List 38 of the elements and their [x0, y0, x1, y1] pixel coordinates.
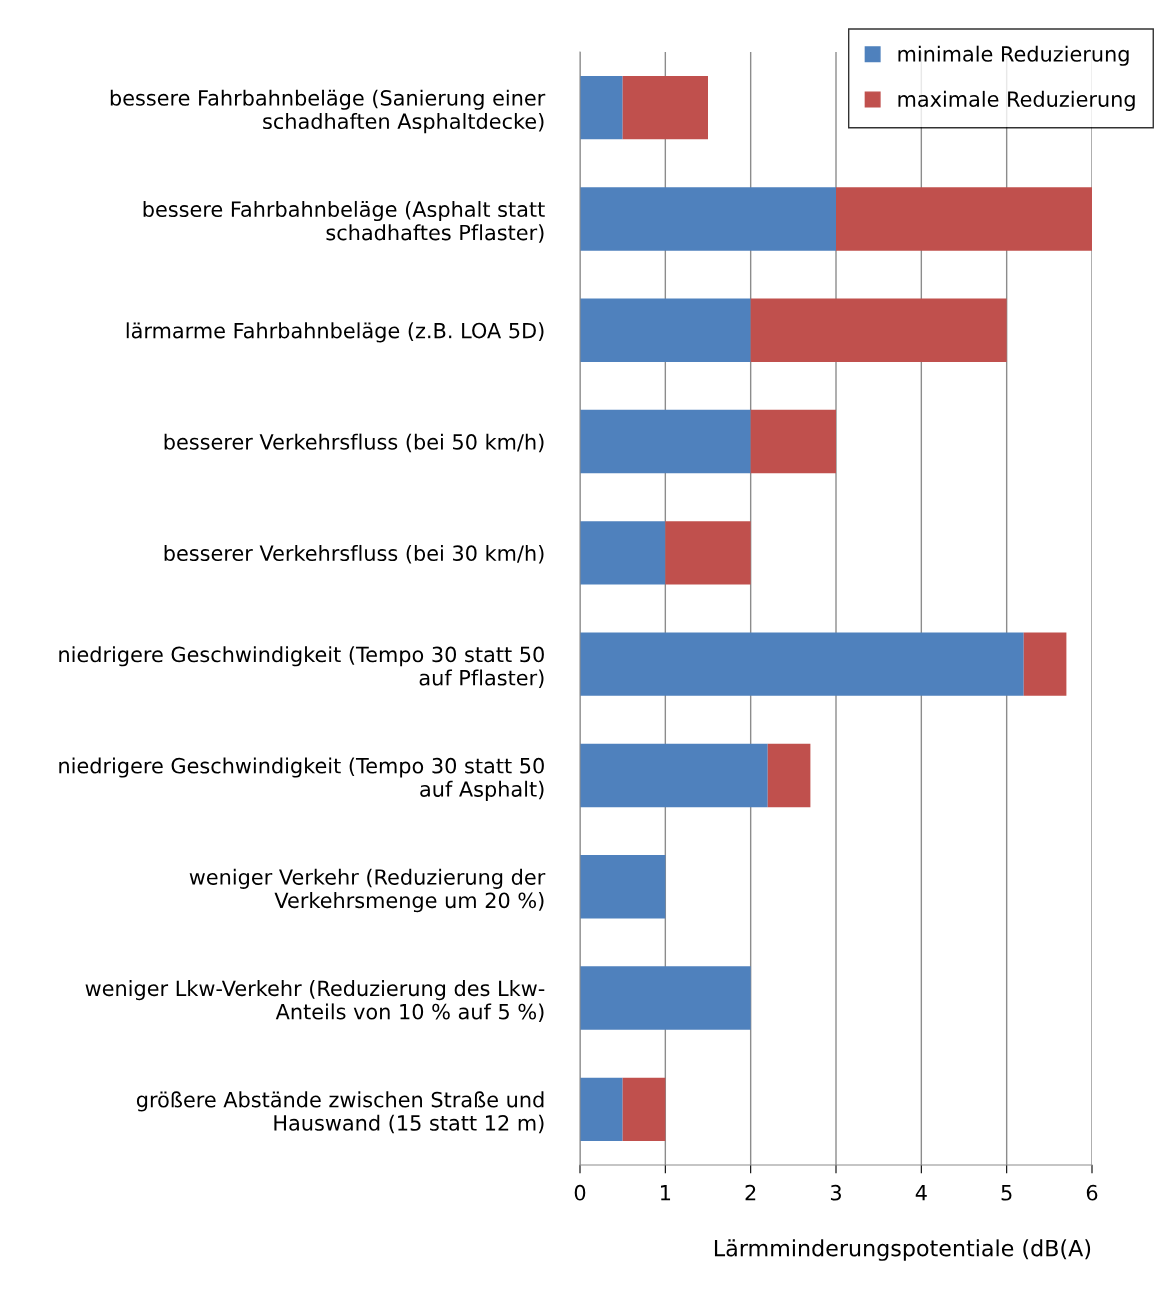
bar — [580, 521, 666, 585]
x-tick-label: 6 — [1086, 1184, 1098, 1201]
x-tick-label: 5 — [1001, 1185, 1012, 1201]
x-tick-label: 4 — [915, 1185, 927, 1201]
bar — [580, 743, 768, 808]
y-tick-label: bessere Fahrbahnbeläge (Asphalt statt schadhaftes Pflaster) — [143, 200, 545, 243]
bar — [767, 743, 811, 808]
x-tick-label: 1 — [660, 1185, 671, 1201]
legend-label: minimale Reduzierung — [898, 45, 1129, 66]
y-tick-label: weniger Lkw-Verkehr (Reduzierung des Lkw- Anteils von 10 % auf 5 %) — [85, 980, 545, 1022]
legend-label: maximale Reduzierung — [898, 90, 1135, 112]
y-tick-label: besserer Verkehrsfluss (bei 50 km/h) — [164, 433, 544, 453]
y-tick-label: besserer Verkehrsfluss (bei 30 km/h) — [164, 544, 544, 564]
x-tick-label: 3 — [830, 1184, 841, 1201]
bar — [622, 75, 708, 140]
bar — [750, 409, 836, 474]
x-tick-label: 0 — [574, 1184, 586, 1201]
bar — [580, 409, 751, 474]
x-tick-label: 2 — [745, 1184, 756, 1201]
bar — [1023, 632, 1067, 696]
bar — [622, 1077, 666, 1142]
y-tick-label: bessere Fahrbahnbeläge (Sanierung einer schadhaften Asphaltdecke) — [110, 89, 546, 134]
y-tick-label: lärmarme Fahrbahnbeläge (z.B. LOA 5D) — [126, 322, 544, 343]
bar — [750, 298, 1007, 362]
y-tick-label: niedrigere Geschwindigkeit (Tempo 30 statt 50 auf Pflaster) — [59, 646, 544, 689]
x-axis-title: Lärmminderungspotentiale (dB(A) — [714, 1239, 1091, 1261]
bar — [580, 75, 623, 140]
bar — [836, 187, 1092, 251]
bar — [665, 521, 751, 585]
bar — [580, 632, 1024, 696]
y-tick-label: niedrigere Geschwindigkeit (Tempo 30 statt 50 auf Asphalt) — [59, 757, 544, 801]
bar — [580, 187, 836, 251]
bar — [580, 298, 751, 362]
bar — [580, 966, 751, 1030]
bar — [580, 1077, 623, 1142]
y-tick-label: weniger Verkehr (Reduzierung der Verkehrsmenge um 20 %) — [189, 868, 546, 913]
bar — [580, 855, 666, 919]
y-tick-label: größere Abstände zwischen Straße und Hauswand (15 statt 12 m) — [136, 1091, 544, 1134]
